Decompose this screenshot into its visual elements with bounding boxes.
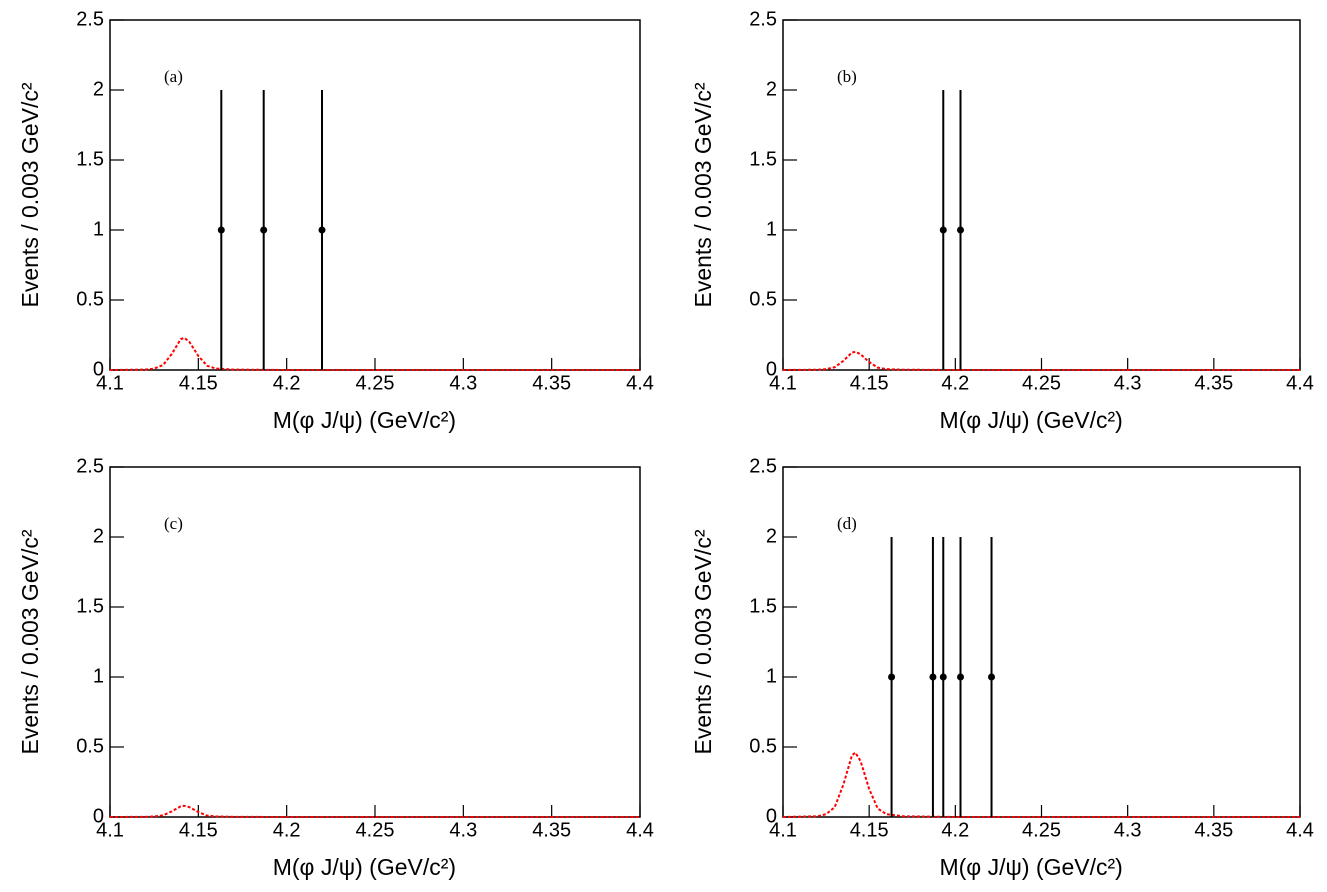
y-tick-label: 0 (93, 358, 104, 380)
y-axis-title: Events / 0.003 GeV/c² (17, 82, 43, 307)
panel-label: (a) (164, 67, 183, 86)
x-axis-title: M(φ J/ψ) (GeV/c²) (939, 407, 1122, 433)
y-tick-label: 2 (766, 525, 777, 547)
x-tick-label: 4.1 (96, 372, 124, 394)
signal-curve (109, 336, 640, 371)
y-axis-title: Events / 0.003 GeV/c² (690, 529, 716, 754)
x-tick-label: 4.25 (356, 372, 395, 394)
y-axis-title: Events / 0.003 GeV/c² (17, 529, 43, 754)
x-tick-label: 4.35 (1194, 819, 1233, 841)
y-tick-label: 1 (766, 665, 777, 687)
x-tick-label: 4.15 (850, 372, 889, 394)
plot-frame (109, 466, 641, 818)
x-tick-label: 4.1 (769, 372, 797, 394)
signal-curve (109, 804, 640, 818)
x-tick-label: 4.4 (1286, 819, 1314, 841)
x-axis-title: M(φ J/ψ) (GeV/c²) (273, 854, 456, 880)
y-tick-label: 0 (766, 358, 777, 380)
data-point (988, 673, 996, 681)
plot-frame (782, 19, 1301, 371)
y-tick-label: 1 (766, 218, 777, 240)
y-tick-label: 1.5 (749, 148, 777, 170)
x-tick-label: 4.15 (850, 819, 889, 841)
x-tick-label: 4.25 (1022, 819, 1061, 841)
y-tick-label: 0.5 (76, 288, 104, 310)
y-tick-label: 2 (93, 78, 104, 100)
x-tick-label: 4.15 (179, 372, 218, 394)
signal-curve (782, 751, 1300, 818)
y-tick-label: 2 (93, 525, 104, 547)
data-point (957, 226, 965, 234)
x-axis-title: M(φ J/ψ) (GeV/c²) (273, 407, 456, 433)
x-tick-label: 4.2 (941, 819, 969, 841)
x-tick-label: 4.2 (941, 372, 969, 394)
y-tick-label: 2.5 (76, 455, 104, 477)
data-point (217, 226, 225, 234)
panel-label: (c) (164, 514, 183, 533)
panel: 4.1 4.15 4.2 4.25 4.3 4.35 4.4 0 0.5 1 1.5 2 2.5 M(φ … (690, 8, 1314, 433)
data-point (957, 673, 965, 681)
y-tick-label: 0.5 (749, 735, 777, 757)
panel: 4.1 4.15 4.2 4.25 4.3 4.35 4.4 0 0.5 1 1.5 2 2.5 M(φ … (17, 455, 654, 880)
x-tick-label: 4.15 (179, 819, 218, 841)
y-tick-label: 0 (93, 805, 104, 827)
x-tick-label: 4.2 (273, 819, 301, 841)
x-tick-label: 4.3 (449, 372, 477, 394)
y-tick-label: 1 (93, 218, 104, 240)
x-tick-label: 4.25 (1022, 372, 1061, 394)
x-tick-label: 4.35 (1194, 372, 1233, 394)
y-tick-label: 2.5 (749, 455, 777, 477)
x-tick-label: 4.35 (532, 372, 571, 394)
data-point (929, 673, 937, 681)
panel-label: (d) (837, 514, 857, 533)
y-tick-label: 1.5 (76, 595, 104, 617)
x-tick-label: 4.3 (1114, 819, 1142, 841)
panel-label: (b) (837, 67, 857, 86)
x-tick-label: 4.35 (532, 819, 571, 841)
x-tick-label: 4.4 (626, 372, 654, 394)
plot-frame (782, 466, 1301, 818)
data-point (260, 226, 268, 234)
x-axis-title: M(φ J/ψ) (GeV/c²) (939, 854, 1122, 880)
y-tick-label: 2 (766, 78, 777, 100)
x-tick-label: 4.25 (356, 819, 395, 841)
panel: 4.1 4.15 4.2 4.25 4.3 4.35 4.4 0 0.5 1 1.5 2 2.5 M(φ … (690, 455, 1314, 880)
plot-frame (109, 19, 641, 371)
panel: 4.1 4.15 4.2 4.25 4.3 4.35 4.4 0 0.5 1 1.5 2 2.5 M(φ … (17, 8, 654, 433)
x-tick-label: 4.4 (1286, 372, 1314, 394)
x-tick-label: 4.1 (769, 819, 797, 841)
y-tick-label: 1 (93, 665, 104, 687)
x-tick-label: 4.4 (626, 819, 654, 841)
x-tick-label: 4.1 (96, 819, 124, 841)
data-point (888, 673, 896, 681)
x-tick-label: 4.3 (449, 819, 477, 841)
y-tick-label: 1.5 (749, 595, 777, 617)
y-tick-label: 1.5 (76, 148, 104, 170)
data-point (318, 226, 326, 234)
y-tick-label: 2.5 (76, 8, 104, 30)
y-axis-title: Events / 0.003 GeV/c² (690, 82, 716, 307)
y-tick-label: 0.5 (76, 735, 104, 757)
y-tick-label: 0.5 (749, 288, 777, 310)
signal-curve (782, 350, 1300, 371)
y-tick-label: 0 (766, 805, 777, 827)
data-point (939, 226, 947, 234)
data-point (939, 673, 947, 681)
x-tick-label: 4.3 (1114, 372, 1142, 394)
y-tick-label: 2.5 (749, 8, 777, 30)
x-tick-label: 4.2 (273, 372, 301, 394)
